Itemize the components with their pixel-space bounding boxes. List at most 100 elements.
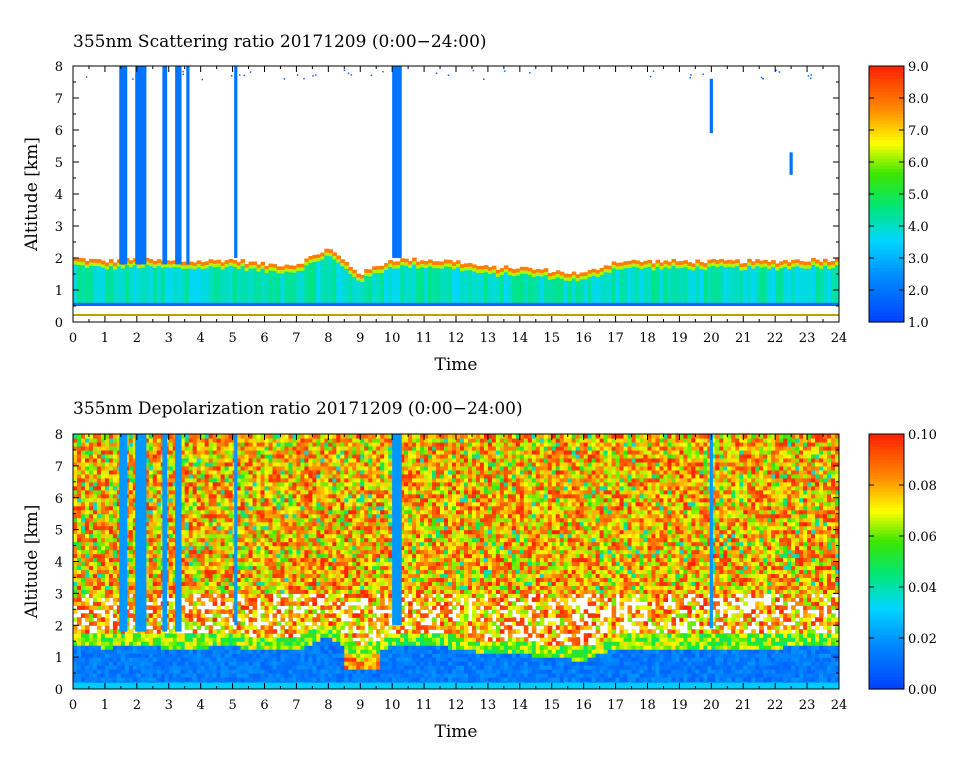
depol-cell (216, 605, 222, 610)
depol-cell (312, 629, 317, 634)
colorbar-cell (869, 296, 904, 301)
depol-cell (152, 465, 158, 471)
base-cell (96, 302, 102, 306)
depol-cell (280, 541, 286, 547)
depol-cell (296, 641, 302, 646)
x-tick-label: 0 (69, 331, 77, 346)
base-cell (412, 302, 417, 306)
depol-cell (220, 481, 226, 487)
depol-cell (240, 605, 246, 610)
depol-cell (272, 561, 278, 567)
depol-cell (300, 625, 305, 630)
depol-cell (236, 565, 242, 571)
bl-edge-cell (80, 261, 86, 266)
depol-cell (108, 489, 114, 495)
depol-cell (260, 441, 266, 447)
bl-edge-cell (683, 264, 688, 268)
depol-cell (264, 437, 270, 443)
depol-cell (188, 521, 194, 527)
depol-cell (272, 489, 278, 495)
bl-cell (459, 268, 465, 305)
depol-cell (168, 517, 174, 523)
depol-cell (316, 629, 321, 634)
depol-cell (116, 477, 122, 483)
depol-cell (73, 573, 78, 579)
depol-cell (144, 465, 150, 471)
depol-cell (272, 469, 278, 475)
depol-cell (80, 573, 86, 579)
depol-cell (280, 437, 286, 443)
bl-edge-cell (336, 255, 341, 260)
depol-cell (96, 537, 102, 543)
depol-cell (264, 605, 270, 610)
depol-cell (108, 473, 114, 479)
cloud-column (135, 66, 147, 265)
bl-cell (448, 264, 453, 305)
depol-cell (320, 589, 325, 594)
depol-cell (156, 621, 162, 626)
depol-cell (160, 661, 166, 666)
bl-edge-cell (471, 268, 477, 272)
bl-cell (551, 276, 557, 305)
depol-cell (256, 437, 262, 443)
depol-cell (172, 549, 178, 555)
depol-cell (312, 633, 317, 638)
depol-cell (180, 521, 186, 527)
depol-cell (76, 657, 82, 662)
bl-cell (747, 263, 752, 305)
depol-cell (104, 593, 110, 598)
depol-cell (144, 629, 150, 634)
depol-cell (240, 497, 246, 503)
depol-cell (160, 673, 166, 678)
depol-cell (168, 553, 174, 559)
base-cell (511, 302, 517, 306)
depol-cell (168, 537, 174, 543)
depol-cell (228, 645, 234, 650)
depol-cell (148, 453, 154, 459)
depol-cell (156, 549, 162, 555)
depol-cell (304, 453, 309, 459)
depol-cell (100, 517, 106, 523)
depol-cell (304, 557, 309, 563)
base-cell (579, 302, 585, 306)
depol-cell (304, 665, 309, 670)
depol-cell (140, 669, 146, 674)
depol-cell (208, 457, 214, 463)
base-cell (691, 302, 696, 306)
depol-cell (272, 641, 278, 646)
depol-cell (188, 517, 194, 523)
depol-cell (92, 473, 98, 479)
depol-cell (104, 505, 110, 511)
depol-cell (172, 601, 178, 606)
depol-cell (236, 453, 242, 459)
bl-edge-cell (264, 265, 270, 270)
depol-cell (280, 641, 286, 646)
depol-cell (188, 501, 194, 507)
depol-cell (168, 601, 174, 606)
depol-cell (220, 585, 226, 590)
depol-cell (284, 657, 290, 662)
depol-cell (284, 517, 290, 523)
bl-edge-cell (392, 265, 397, 269)
colorbar-tick-label: 7.0 (908, 124, 929, 139)
bl-cell (563, 278, 569, 305)
base-cell (368, 302, 373, 306)
depol-cell (204, 661, 210, 666)
depol-cell (236, 485, 242, 491)
depol-cell (148, 645, 154, 650)
depol-cell (188, 625, 194, 630)
depol-cell (216, 569, 222, 575)
base-cell (212, 302, 218, 306)
depol-cell (73, 609, 78, 614)
depol-cell (144, 517, 150, 523)
depol-cell (296, 601, 302, 606)
depol-cell (244, 557, 250, 563)
bl-cell (547, 277, 553, 305)
depol-cell (248, 434, 254, 439)
depol-cell (320, 609, 325, 614)
depol-cell (264, 661, 270, 666)
depol-cell (112, 529, 118, 535)
depol-cell (196, 545, 202, 551)
depol-cell (280, 657, 286, 662)
bl-cell (555, 275, 561, 305)
